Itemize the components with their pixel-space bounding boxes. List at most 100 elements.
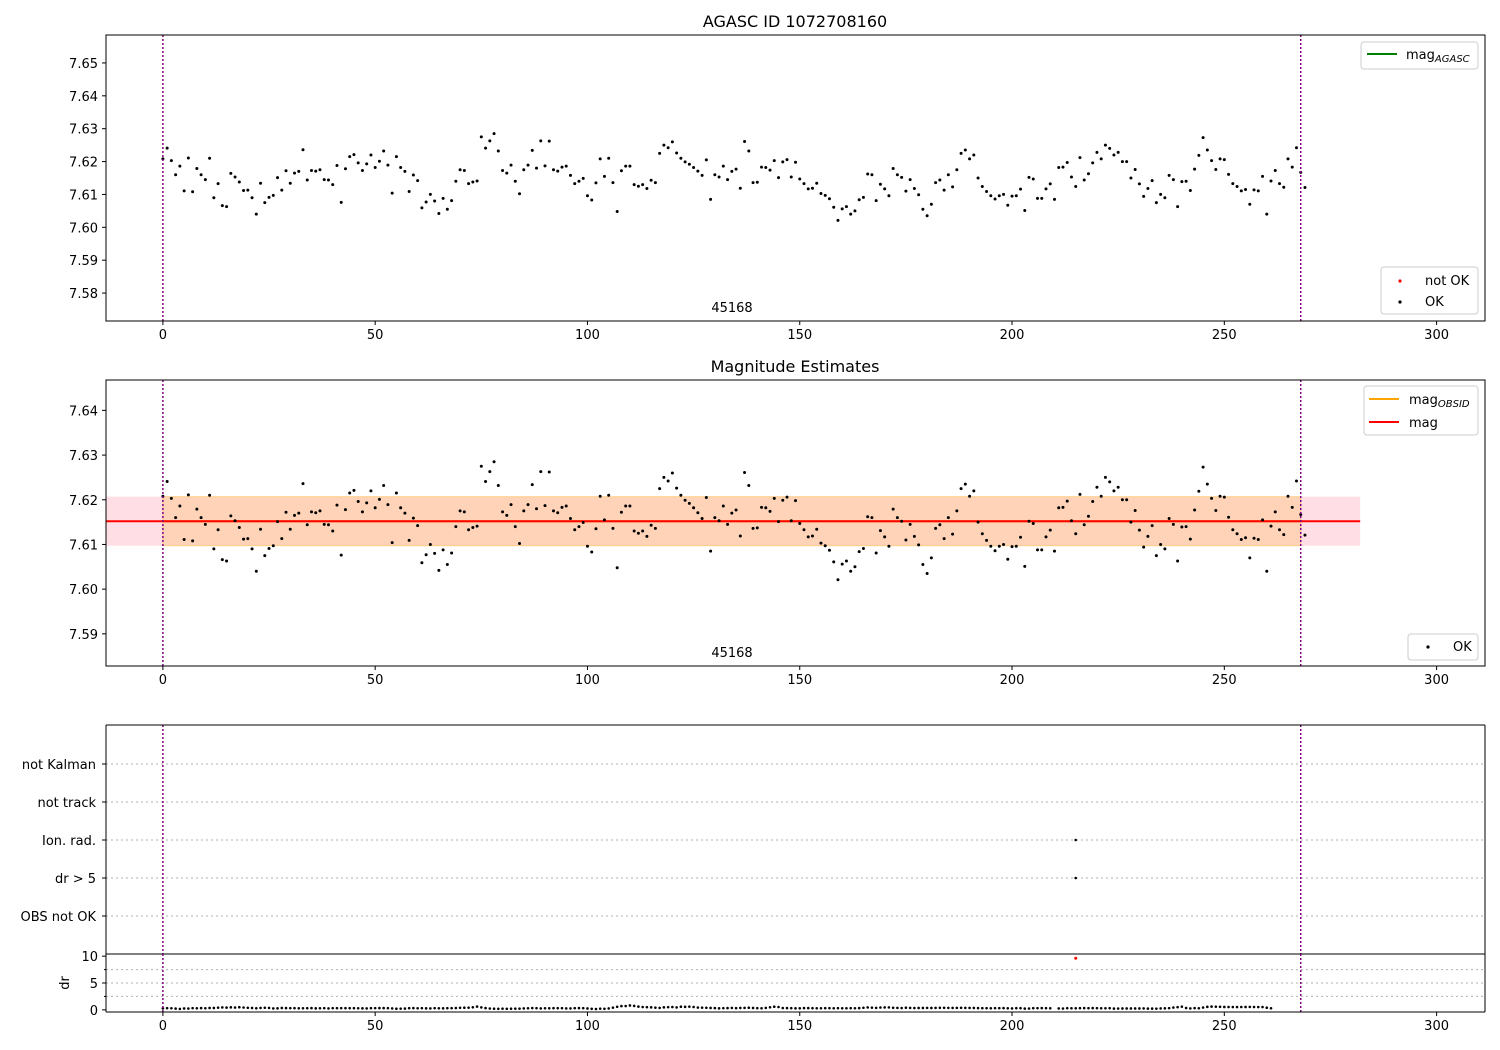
ok-point [747, 149, 751, 153]
ok-point [1044, 187, 1048, 191]
ok-point [989, 194, 993, 198]
ok-point [496, 149, 500, 153]
ok-point [556, 169, 560, 173]
dr-point [874, 1006, 878, 1010]
ok-point [1303, 533, 1307, 537]
dr-point [564, 1007, 568, 1010]
dr-point [857, 1006, 861, 1010]
dr-point [700, 1006, 704, 1009]
ok-point [1036, 548, 1040, 552]
dr-point [199, 1006, 203, 1010]
ok-point [1256, 189, 1260, 193]
dr-point [1231, 1005, 1235, 1009]
ok-point [186, 493, 190, 497]
dr-point [662, 1006, 666, 1009]
dr-point [811, 1006, 814, 1010]
dr-point [424, 1007, 428, 1010]
ok-point [1256, 538, 1260, 542]
dr-point [1252, 1005, 1256, 1009]
dr-point [692, 1005, 695, 1009]
dr-point [1082, 1006, 1086, 1010]
dr-point [913, 1006, 916, 1010]
ok-point [339, 553, 343, 557]
ok-point [416, 524, 420, 528]
dr-point [335, 1006, 339, 1010]
ok-point [1163, 196, 1167, 200]
agasc-legend-status: not OK OK [1380, 266, 1479, 315]
ok-point [1146, 534, 1150, 538]
ok-point [772, 496, 776, 500]
dr-point [938, 1006, 942, 1010]
ok-point [1269, 179, 1273, 183]
ok-point [407, 189, 411, 193]
dr-point [1116, 1007, 1120, 1010]
ok-point [1265, 212, 1269, 216]
ok-point [997, 544, 1001, 548]
dr-point [1133, 1007, 1137, 1010]
ok-point [178, 504, 182, 508]
ok-point [819, 541, 823, 545]
dr-point [947, 1006, 950, 1010]
ok-point [832, 560, 836, 564]
ok-point [522, 168, 526, 172]
ok-point [1282, 185, 1286, 189]
ok-point [1095, 150, 1099, 154]
ok-point [437, 568, 441, 572]
dr-point [382, 1006, 385, 1010]
dr-point [993, 1006, 997, 1010]
ok-point [216, 528, 220, 532]
agasc-panel-marks [161, 35, 1307, 321]
dr-point [1010, 1007, 1014, 1010]
ok-point [216, 182, 220, 186]
dr-point [972, 1006, 976, 1010]
ok-point [751, 181, 755, 185]
ok-point [658, 151, 662, 155]
ok-point [1031, 521, 1035, 525]
dr-point [1057, 1007, 1061, 1010]
ok-point [619, 510, 623, 514]
ok-point [827, 197, 831, 201]
ok-point [781, 160, 785, 164]
ok-point [1294, 479, 1298, 483]
ok-point [280, 537, 284, 541]
dr-point [195, 1006, 199, 1010]
x-tick-label: 150 [787, 1019, 812, 1034]
ok-point [679, 493, 683, 497]
dr-point [305, 1006, 309, 1010]
dr-point [420, 1006, 424, 1010]
ok-point [365, 501, 369, 505]
dr-point [1048, 1006, 1052, 1010]
ok-point [760, 505, 764, 509]
dr-point [768, 1005, 772, 1009]
x-tick-label: 0 [159, 1019, 167, 1034]
dr-point [403, 1007, 407, 1010]
y-tick-label: 0 [90, 1004, 98, 1019]
ok-point [658, 487, 662, 491]
ok-point [598, 494, 602, 498]
ok-point [1078, 492, 1082, 496]
ok-point [912, 187, 916, 191]
ok-point [972, 489, 976, 493]
ok-point [399, 165, 403, 169]
ok-point [1023, 564, 1027, 568]
ok-point [934, 181, 938, 185]
ok-point [424, 200, 428, 204]
dr-point [373, 1006, 377, 1010]
dr-point [378, 1006, 381, 1010]
ok-point [1244, 536, 1248, 540]
ok-point [199, 516, 203, 520]
ok-point [1010, 545, 1014, 549]
ok-point [1086, 514, 1090, 518]
dr-point [492, 1007, 496, 1011]
ok-point [772, 159, 776, 163]
ok-point [488, 470, 492, 474]
ok-point [484, 479, 488, 483]
ok-point [1142, 545, 1146, 549]
ok-point [1278, 528, 1282, 532]
dr-point [828, 1006, 831, 1010]
ok-point [1112, 153, 1116, 157]
legend-label-not-ok: not OK [1425, 274, 1470, 289]
dr-point [1201, 1006, 1205, 1009]
dr-point [1235, 1005, 1239, 1009]
flag-point [1074, 876, 1078, 880]
